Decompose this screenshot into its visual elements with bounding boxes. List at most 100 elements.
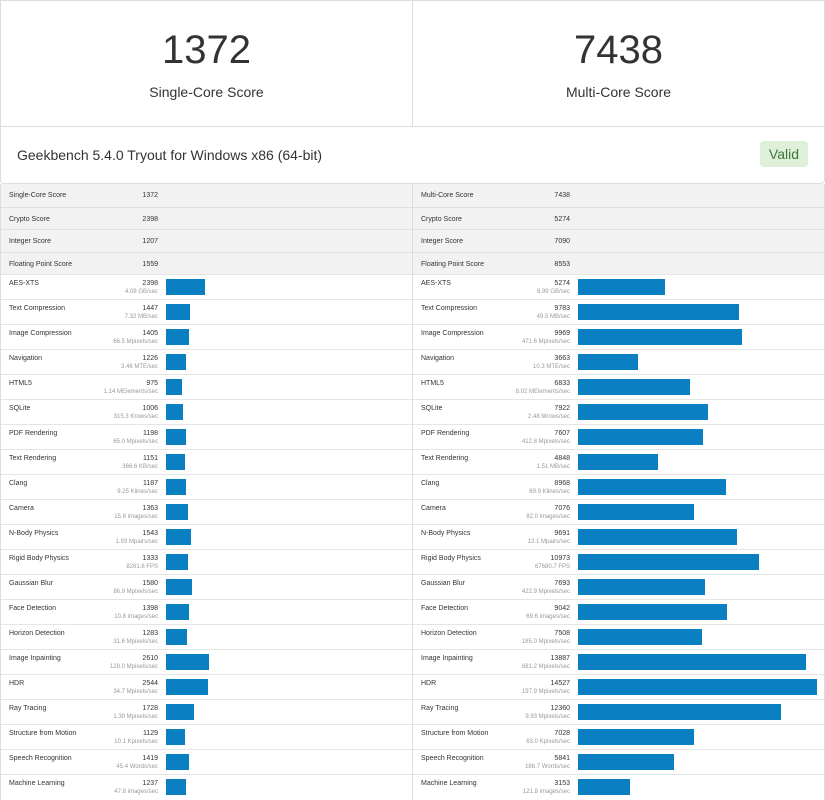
- test-name: SQLite: [421, 405, 443, 412]
- test-throughput: 366.6 KB/sec: [122, 464, 158, 470]
- score-bar: [578, 729, 694, 745]
- test-score: 1363: [142, 505, 158, 512]
- score-bar: [166, 629, 187, 645]
- score-bar: [578, 304, 739, 320]
- multi-core-test-row-aes-xts: AES-XTS 5274 8.99 GB/sec: [413, 274, 824, 299]
- test-name: Ray Tracing: [421, 705, 459, 712]
- test-name: Horizon Detection: [9, 630, 65, 637]
- summary-value: 7090: [554, 238, 570, 245]
- test-name: HTML5: [9, 380, 32, 387]
- test-name: Horizon Detection: [421, 630, 477, 637]
- test-throughput: 67680.7 FPS: [534, 564, 570, 570]
- single-core-results-table: Single-Core Score 1372 Crypto Score 2398 Int…: [0, 184, 413, 800]
- test-name: Machine Learning: [9, 780, 65, 787]
- test-score: 1151: [142, 455, 158, 462]
- test-name: Camera: [9, 505, 34, 512]
- test-name: N-Body Physics: [421, 530, 471, 537]
- test-throughput: 65.0 Mpixels/sec: [113, 439, 158, 445]
- score-bar: [578, 579, 705, 595]
- test-name: Structure from Motion: [9, 730, 77, 737]
- test-throughput: 10.1 Kpixels/sec: [114, 739, 158, 745]
- score-bar: [166, 479, 186, 495]
- summary-label: Floating Point Score: [421, 260, 485, 268]
- single-core-summary-row-floating-point-score: Floating Point Score 1559: [1, 251, 412, 274]
- test-score: 1198: [142, 430, 158, 437]
- summary-label: Multi-Core Score: [421, 192, 474, 199]
- multi-core-score: 7438: [574, 28, 663, 72]
- test-throughput: 1.14 MElements/sec: [103, 389, 158, 395]
- test-throughput: 63.0 Kpixels/sec: [526, 739, 570, 745]
- multi-core-test-row-structure-from-motion: Structure from Motion 7028 63.0 Kpixels/se…: [413, 724, 824, 749]
- test-score: 14527: [550, 680, 570, 687]
- test-score: 2610: [142, 655, 158, 662]
- single-core-test-row-machine-learning: Machine Learning 1237 47.8 images/sec: [1, 774, 412, 799]
- test-throughput: 45.4 Words/sec: [116, 764, 158, 770]
- test-name: AES-XTS: [9, 280, 39, 287]
- test-throughput: 3.46 MTE/sec: [120, 364, 158, 370]
- single-core-test-row-clang: Clang 1187 9.25 Klines/sec: [1, 474, 412, 499]
- test-throughput: 186.7 Words/sec: [525, 764, 570, 770]
- score-bar: [166, 704, 194, 720]
- single-core-test-row-structure-from-motion: Structure from Motion 1129 10.1 Kpixels/se…: [1, 724, 412, 749]
- score-bar: [166, 354, 186, 370]
- test-throughput: 8.99 GB/sec: [536, 289, 570, 295]
- single-core-label: Single-Core Score: [149, 84, 264, 100]
- single-core-test-row-text-compression: Text Compression 1447 7.32 MB/sec: [1, 299, 412, 324]
- single-core-test-row-face-detection: Face Detection 1398 10.8 images/sec: [1, 599, 412, 624]
- score-bar: [578, 604, 727, 620]
- benchmark-version: Geekbench 5.4.0 Tryout for Windows x86 (…: [17, 147, 323, 163]
- single-core-test-row-navigation: Navigation 1226 3.46 MTE/sec: [1, 349, 412, 374]
- test-name: Image Inpainting: [9, 655, 61, 662]
- test-name: Image Inpainting: [421, 655, 473, 662]
- test-name: Face Detection: [421, 605, 469, 612]
- score-bar: [578, 404, 708, 420]
- test-name: Navigation: [421, 355, 455, 362]
- test-name: SQLite: [9, 405, 31, 412]
- multi-core-test-row-ray-tracing: Ray Tracing 12360 9.93 Mpixels/sec: [413, 699, 824, 724]
- score-bar: [166, 679, 208, 695]
- test-throughput: 86.9 Mpixels/sec: [113, 589, 158, 595]
- score-bar: [166, 279, 205, 295]
- score-bar: [578, 679, 817, 695]
- score-bar: [166, 429, 186, 445]
- test-name: HTML5: [421, 380, 444, 387]
- single-core-test-row-image-compression: Image Compression 1405 66.5 Mpixels/sec: [1, 324, 412, 349]
- summary-label: Single-Core Score: [9, 192, 67, 199]
- single-core-test-row-n-body-physics: N-Body Physics 1543 1.93 Mpairs/sec: [1, 524, 412, 549]
- test-score: 7508: [554, 630, 570, 637]
- multi-core-summary-row-floating-point-score: Floating Point Score 8553: [413, 251, 824, 274]
- multi-core-test-row-text-compression: Text Compression 9783 49.5 MB/sec: [413, 299, 824, 324]
- test-name: Text Compression: [9, 305, 66, 312]
- test-name: Clang: [421, 480, 440, 487]
- summary-label: Floating Point Score: [9, 260, 73, 268]
- summary-value: 5274: [554, 215, 570, 223]
- test-score: 6833: [554, 380, 570, 387]
- test-score: 7693: [554, 580, 570, 587]
- test-name: Ray Tracing: [9, 705, 47, 712]
- test-score: 1543: [142, 530, 158, 537]
- test-throughput: 49.5 MB/sec: [536, 314, 570, 320]
- test-name: Rigid Body Physics: [421, 555, 481, 562]
- test-score: 2398: [142, 280, 158, 287]
- score-bar: [166, 504, 188, 520]
- single-core-summary-row-crypto-score: Crypto Score 2398: [1, 206, 412, 229]
- test-score: 8968: [554, 480, 570, 487]
- multi-core-test-row-horizon-detection: Horizon Detection 7508 185.0 Mpixels/sec: [413, 624, 824, 649]
- summary-value: 8553: [554, 260, 570, 268]
- single-core-test-row-sqlite: SQLite 1006 315.3 Krows/sec: [1, 399, 412, 424]
- single-core-test-row-text-rendering: Text Rendering 1151 366.6 KB/sec: [1, 449, 412, 474]
- test-score: 1405: [142, 330, 158, 337]
- multi-core-test-row-machine-learning: Machine Learning 3153 121.8 images/sec: [413, 774, 824, 799]
- single-core-test-row-speech-recognition: Speech Recognition 1419 45.4 Words/sec: [1, 749, 412, 774]
- test-score: 5274: [554, 280, 570, 287]
- test-name: Machine Learning: [421, 780, 477, 787]
- test-name: Camera: [421, 505, 446, 512]
- test-name: Structure from Motion: [421, 730, 489, 737]
- single-core-score: 1372: [162, 28, 251, 72]
- score-bar: [166, 754, 189, 770]
- score-bar: [166, 329, 189, 345]
- test-score: 9691: [554, 530, 570, 537]
- test-name: Rigid Body Physics: [9, 555, 69, 562]
- test-score: 9969: [554, 330, 570, 337]
- multi-core-label: Multi-Core Score: [565, 84, 672, 100]
